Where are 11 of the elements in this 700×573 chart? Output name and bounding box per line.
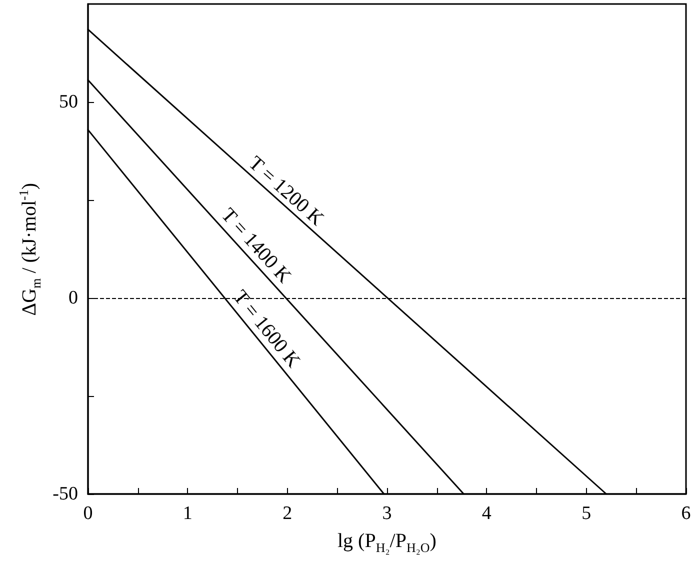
x-tick-label: 6 [681,503,691,524]
x-tick-label: 2 [282,503,292,524]
y-tick-label: 0 [68,288,78,308]
x-tick-label: 4 [482,503,492,524]
x-tick-label: 5 [582,503,592,524]
y-tick-label: 50 [59,92,78,112]
x-tick-label: 3 [382,503,392,524]
x-tick-label: 0 [83,503,93,524]
y-tick-label: -50 [52,484,78,504]
x-tick-label: 1 [182,503,192,524]
x-axis-title: lg (P$_{H₂}$/P$_{H₂O}$) [338,530,436,556]
